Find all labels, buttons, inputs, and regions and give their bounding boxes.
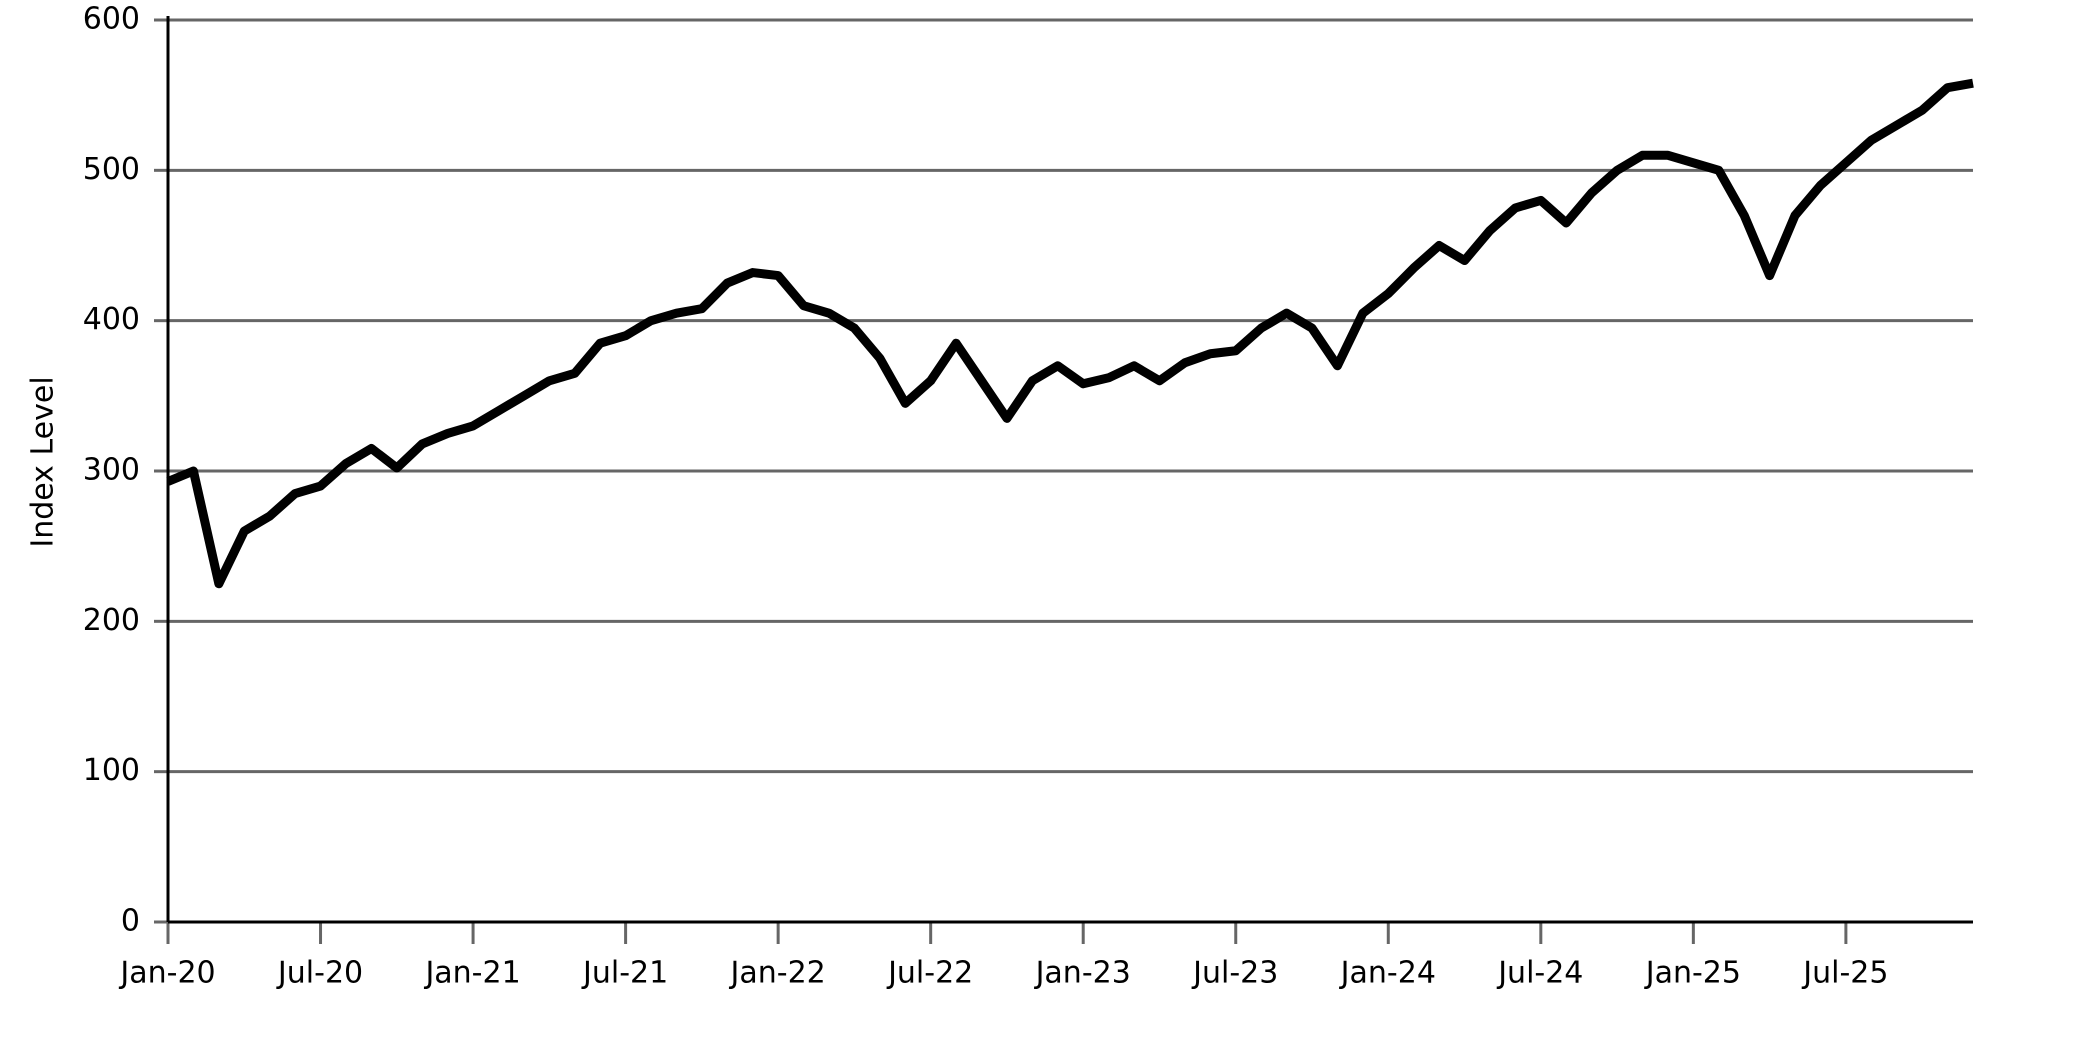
- y-tick-label: 100: [83, 753, 140, 788]
- y-tick-label: 300: [83, 453, 140, 488]
- x-tick-label: Jul-21: [581, 956, 668, 991]
- y-tick-label: 500: [83, 152, 140, 187]
- x-tick-label: Jul-22: [886, 956, 973, 991]
- y-tick-label: 0: [121, 904, 140, 939]
- x-tick-label: Jan-22: [729, 956, 826, 991]
- x-tick-label: Jul-23: [1191, 956, 1278, 991]
- x-tick-label: Jan-20: [118, 956, 215, 991]
- data-line: [166, 78, 1974, 589]
- x-tick-label: Jan-24: [1339, 956, 1436, 991]
- y-tick-label: 400: [83, 302, 140, 337]
- x-tick-label: Jan-25: [1644, 956, 1741, 991]
- y-axis-label: Index Level: [26, 376, 61, 547]
- x-tick-label: Jul-20: [276, 956, 363, 991]
- y-tick-label: 600: [83, 2, 140, 37]
- x-tick-label: Jan-23: [1034, 956, 1131, 991]
- y-tick-label: 200: [83, 603, 140, 638]
- x-tick-label: Jan-21: [423, 956, 520, 991]
- x-tick-label: Jul-25: [1801, 956, 1888, 991]
- x-tick-label: Jul-24: [1496, 956, 1583, 991]
